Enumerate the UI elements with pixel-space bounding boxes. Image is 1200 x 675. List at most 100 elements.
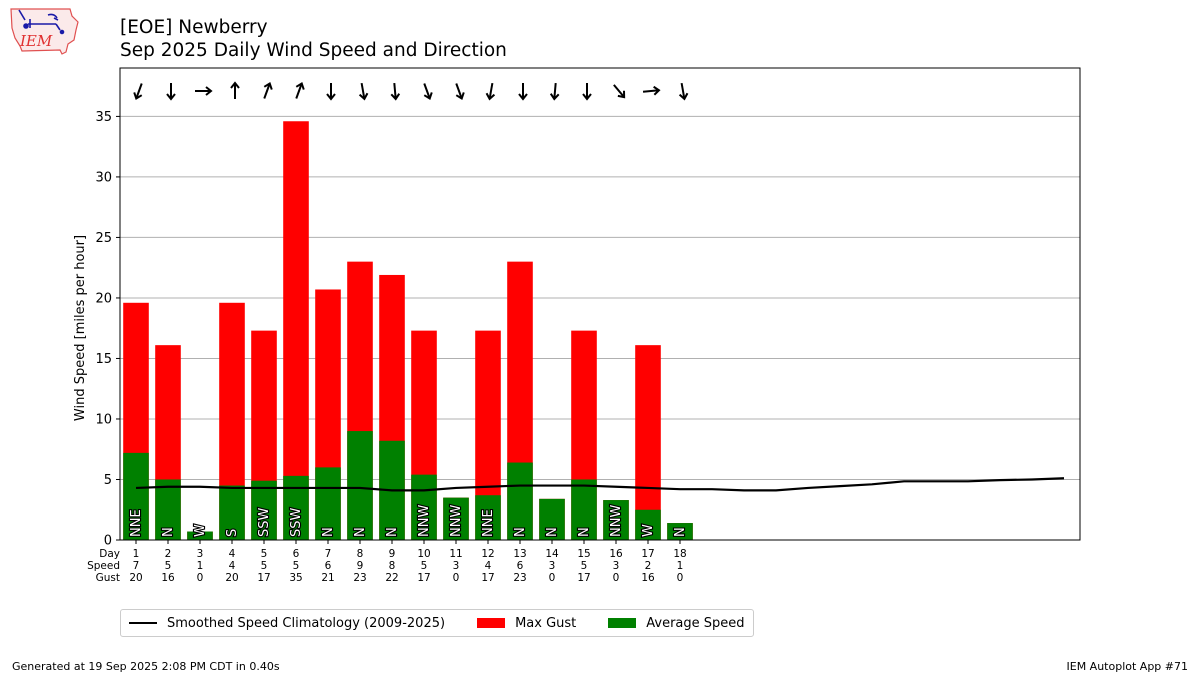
direction-label: W — [193, 524, 208, 537]
y-axis-label: Wind Speed [miles per hour] — [73, 235, 88, 421]
legend-item-climatology: Smoothed Speed Climatology (2009-2025) — [125, 616, 445, 631]
wind-arrow-icon — [642, 85, 661, 96]
gust-bar — [635, 345, 661, 540]
y-tick-label: 5 — [104, 473, 112, 488]
speed-bar — [219, 485, 245, 540]
y-tick-label: 20 — [95, 291, 112, 306]
direction-label: NNW — [449, 505, 464, 537]
chart-title: [EOE] Newberry — [120, 17, 268, 38]
speed-label: 5 — [261, 560, 268, 572]
y-tick-label: 10 — [95, 412, 112, 427]
wind-arrow-icon — [485, 82, 496, 101]
wind-arrow-icon — [166, 83, 176, 101]
day-label: 11 — [449, 548, 462, 560]
speed-bar — [315, 467, 341, 540]
climatology-line — [135, 477, 1065, 492]
day-label: 8 — [357, 548, 364, 560]
speed-label: 3 — [453, 560, 460, 572]
direction-label: NNE — [129, 509, 144, 537]
speed-bar — [123, 452, 149, 540]
speed-bar — [187, 531, 213, 540]
table-row-label: Speed — [87, 560, 120, 572]
table-row-label: Day — [99, 548, 120, 560]
direction-label: N — [577, 527, 592, 537]
speed-label: 1 — [197, 560, 204, 572]
y-tick-label: 15 — [95, 352, 112, 367]
direction-label: N — [353, 527, 368, 537]
speed-bar — [571, 479, 597, 540]
day-label: 15 — [577, 548, 590, 560]
gust-label: 0 — [677, 572, 684, 584]
speed-bar — [443, 497, 469, 540]
day-label: 17 — [641, 548, 654, 560]
speed-bar — [411, 474, 437, 540]
speed-label: 3 — [613, 560, 620, 572]
direction-label: NNW — [417, 505, 432, 537]
direction-label: SSW — [257, 507, 272, 537]
day-label: 1 — [133, 548, 140, 560]
wind-arrow-icon — [455, 83, 465, 101]
iem-logo: IEM — [10, 8, 79, 55]
legend-label-climatology: Smoothed Speed Climatology (2009-2025) — [167, 615, 446, 631]
speed-label: 6 — [325, 560, 332, 572]
legend-line-swatch — [129, 622, 157, 624]
gust-label: 23 — [513, 572, 526, 584]
day-label: 14 — [545, 548, 559, 560]
gust-label: 16 — [641, 572, 655, 584]
gust-label: 17 — [577, 572, 590, 584]
speed-bar — [155, 479, 181, 540]
y-tick-label: 35 — [95, 110, 112, 125]
direction-label: N — [513, 527, 528, 537]
speed-label: 5 — [421, 560, 428, 572]
iowa-outline-icon — [10, 8, 79, 55]
gust-label: 17 — [417, 572, 430, 584]
direction-label: N — [321, 527, 336, 537]
speed-bar — [539, 498, 565, 540]
direction-label: SSW — [289, 507, 304, 537]
speed-label: 5 — [293, 560, 300, 572]
wind-arrow-icon — [263, 81, 273, 99]
legend-speed-swatch — [608, 618, 637, 628]
speed-label: 1 — [677, 560, 684, 572]
wind-arrow-icon — [230, 81, 240, 99]
gust-label: 20 — [129, 572, 142, 584]
day-label: 4 — [229, 548, 236, 560]
day-label: 18 — [673, 548, 686, 560]
gust-label: 0 — [549, 572, 556, 584]
day-label: 12 — [481, 548, 494, 560]
day-label: 5 — [261, 548, 268, 560]
legend-gust-swatch — [477, 618, 506, 628]
direction-label: NNW — [609, 505, 624, 537]
speed-bar — [283, 475, 309, 540]
speed-label: 2 — [645, 560, 652, 572]
gust-label: 0 — [453, 572, 460, 584]
direction-label: S — [225, 529, 240, 537]
direction-label: N — [545, 527, 560, 537]
y-tick-label: 0 — [104, 534, 112, 549]
speed-label: 4 — [485, 560, 492, 572]
legend-item-gust: Max Gust — [473, 616, 576, 631]
wind-arrow-icon — [326, 83, 336, 101]
wind-arrow-icon — [518, 83, 528, 101]
direction-label: N — [385, 527, 400, 537]
direction-label: N — [161, 527, 176, 537]
wind-arrow-icon — [133, 83, 143, 101]
speed-bar — [667, 523, 693, 540]
day-label: 9 — [389, 548, 396, 560]
speed-label: 4 — [229, 560, 236, 572]
speed-label: 9 — [357, 560, 364, 572]
table-row-label: Gust — [96, 572, 120, 584]
gust-label: 0 — [197, 572, 204, 584]
direction-label: NNE — [481, 509, 496, 537]
gust-label: 17 — [257, 572, 270, 584]
speed-bar — [507, 462, 533, 540]
weather-station-icon — [18, 9, 65, 35]
speed-bar — [635, 509, 661, 540]
speed-label: 3 — [549, 560, 556, 572]
wind-arrow-icon — [358, 82, 369, 101]
legend-item-speed: Average Speed — [604, 616, 745, 631]
speed-label: 6 — [517, 560, 524, 572]
speed-bar — [347, 431, 373, 540]
day-label: 10 — [417, 548, 430, 560]
wind-arrow-icon — [423, 83, 433, 101]
